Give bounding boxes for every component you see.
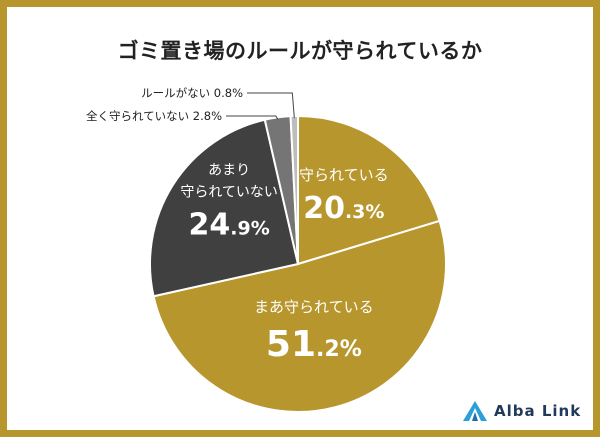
- slice-callout-label: ルールがない 0.8%: [141, 86, 243, 100]
- slice-value: 24.9%: [189, 208, 270, 243]
- chart-frame: ゴミ置き場のルールが守られているか 守られている 20.3% まあ守られている 51.…: [7, 7, 593, 430]
- brand-name: Alba Link: [494, 402, 582, 420]
- brand-logo: Alba Link: [462, 400, 581, 422]
- slice-label: まあ守られている: [254, 298, 374, 316]
- pie-slice: [149, 118, 300, 298]
- pie-slice: [152, 219, 447, 413]
- chart-title: ゴミ置き場のルールが守られているか: [117, 39, 483, 63]
- slice-value: 20.3%: [303, 191, 384, 226]
- slice-value: 51.2%: [266, 324, 362, 365]
- leader-line: [247, 92, 295, 119]
- alba-link-logo-icon: [463, 401, 487, 421]
- slice-callout-label: 全く守られていない 2.8%: [86, 109, 222, 123]
- pie-slice: [297, 114, 441, 266]
- slice-label: 守られている: [299, 166, 389, 184]
- slice-label: あまり: [208, 163, 250, 179]
- leader-line: [226, 115, 279, 120]
- slice-label: 守られていない: [180, 185, 278, 201]
